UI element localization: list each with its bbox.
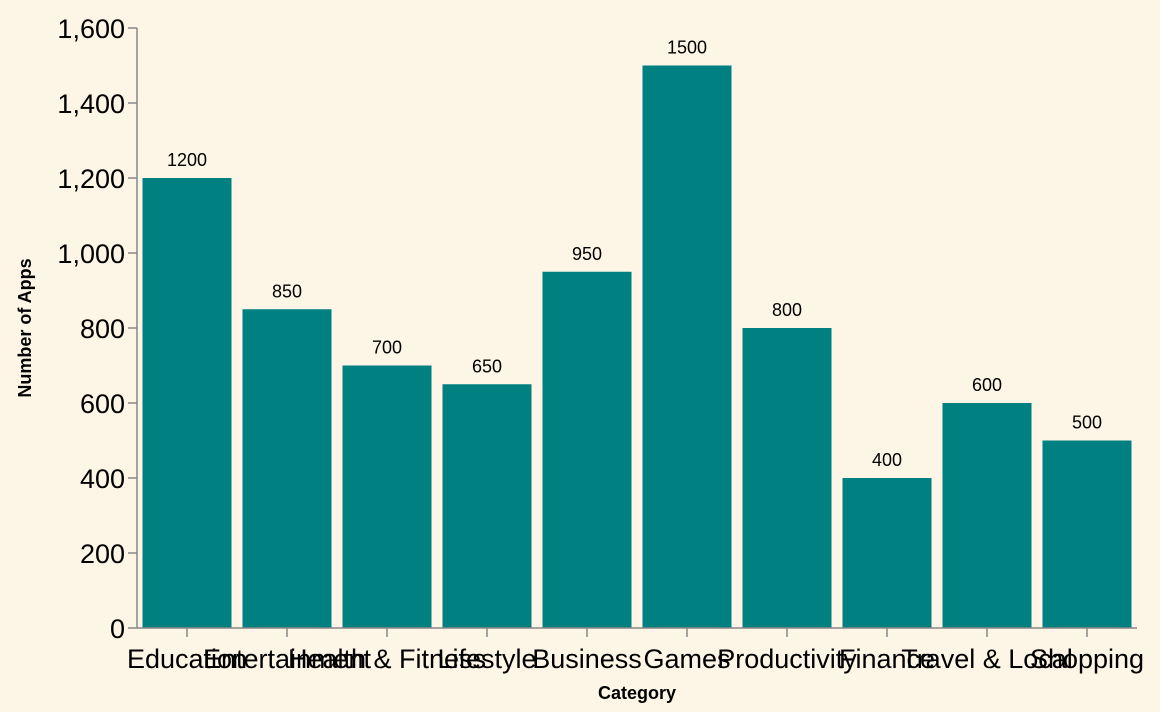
bar bbox=[142, 178, 232, 628]
x-tick-label: Games bbox=[643, 644, 730, 674]
bar-value-label: 400 bbox=[872, 450, 902, 470]
bar bbox=[942, 403, 1032, 628]
x-tick-label: Finance bbox=[839, 644, 935, 674]
y-axis-title: Number of Apps bbox=[15, 258, 35, 397]
y-tick-label: 1,400 bbox=[57, 89, 125, 119]
y-tick-label: 1,000 bbox=[57, 239, 125, 269]
x-tick-label: Lifestyle bbox=[437, 644, 536, 674]
bar-value-label: 1200 bbox=[167, 150, 207, 170]
x-tick-label: Health & Fitness bbox=[288, 644, 486, 674]
bar-value-label: 850 bbox=[272, 281, 302, 301]
bar-value-label: 500 bbox=[1072, 413, 1102, 433]
bar bbox=[242, 309, 332, 628]
y-tick-label: 600 bbox=[80, 389, 125, 419]
y-tick-label: 0 bbox=[110, 614, 125, 644]
x-tick-label: Travel & Local bbox=[901, 644, 1073, 674]
bar bbox=[542, 271, 632, 628]
bar-value-label: 650 bbox=[472, 356, 502, 376]
y-tick-label: 1,600 bbox=[57, 14, 125, 44]
bar bbox=[1042, 440, 1132, 628]
x-tick-label: Productivity bbox=[717, 644, 857, 674]
x-tick-label: Business bbox=[532, 644, 642, 674]
data-labels: 1200 850 700 650 950 1500 800 400 600 500 bbox=[167, 38, 1102, 471]
bar bbox=[442, 384, 532, 628]
bar-value-label: 950 bbox=[572, 244, 602, 264]
y-tick-label: 400 bbox=[80, 464, 125, 494]
bar bbox=[342, 365, 432, 628]
y-tick-label: 800 bbox=[80, 314, 125, 344]
bar-value-label: 700 bbox=[372, 338, 402, 358]
bar bbox=[742, 328, 832, 628]
bar bbox=[642, 65, 732, 628]
x-tick-label: Entertainment bbox=[203, 644, 372, 674]
bar-value-label: 600 bbox=[972, 375, 1002, 395]
bar-series bbox=[142, 65, 1132, 628]
x-axis-title: Category bbox=[598, 683, 676, 703]
x-tick-label: Shopping bbox=[1030, 644, 1144, 674]
y-axis-ticks: 0 200 400 600 800 1,000 1,200 1,400 1,600 bbox=[57, 14, 137, 644]
y-tick-label: 200 bbox=[80, 539, 125, 569]
bar-value-label: 1500 bbox=[667, 38, 707, 58]
y-tick-label: 1,200 bbox=[57, 164, 125, 194]
bar-value-label: 800 bbox=[772, 300, 802, 320]
x-tick-label: Education bbox=[127, 644, 247, 674]
bar bbox=[842, 478, 932, 628]
